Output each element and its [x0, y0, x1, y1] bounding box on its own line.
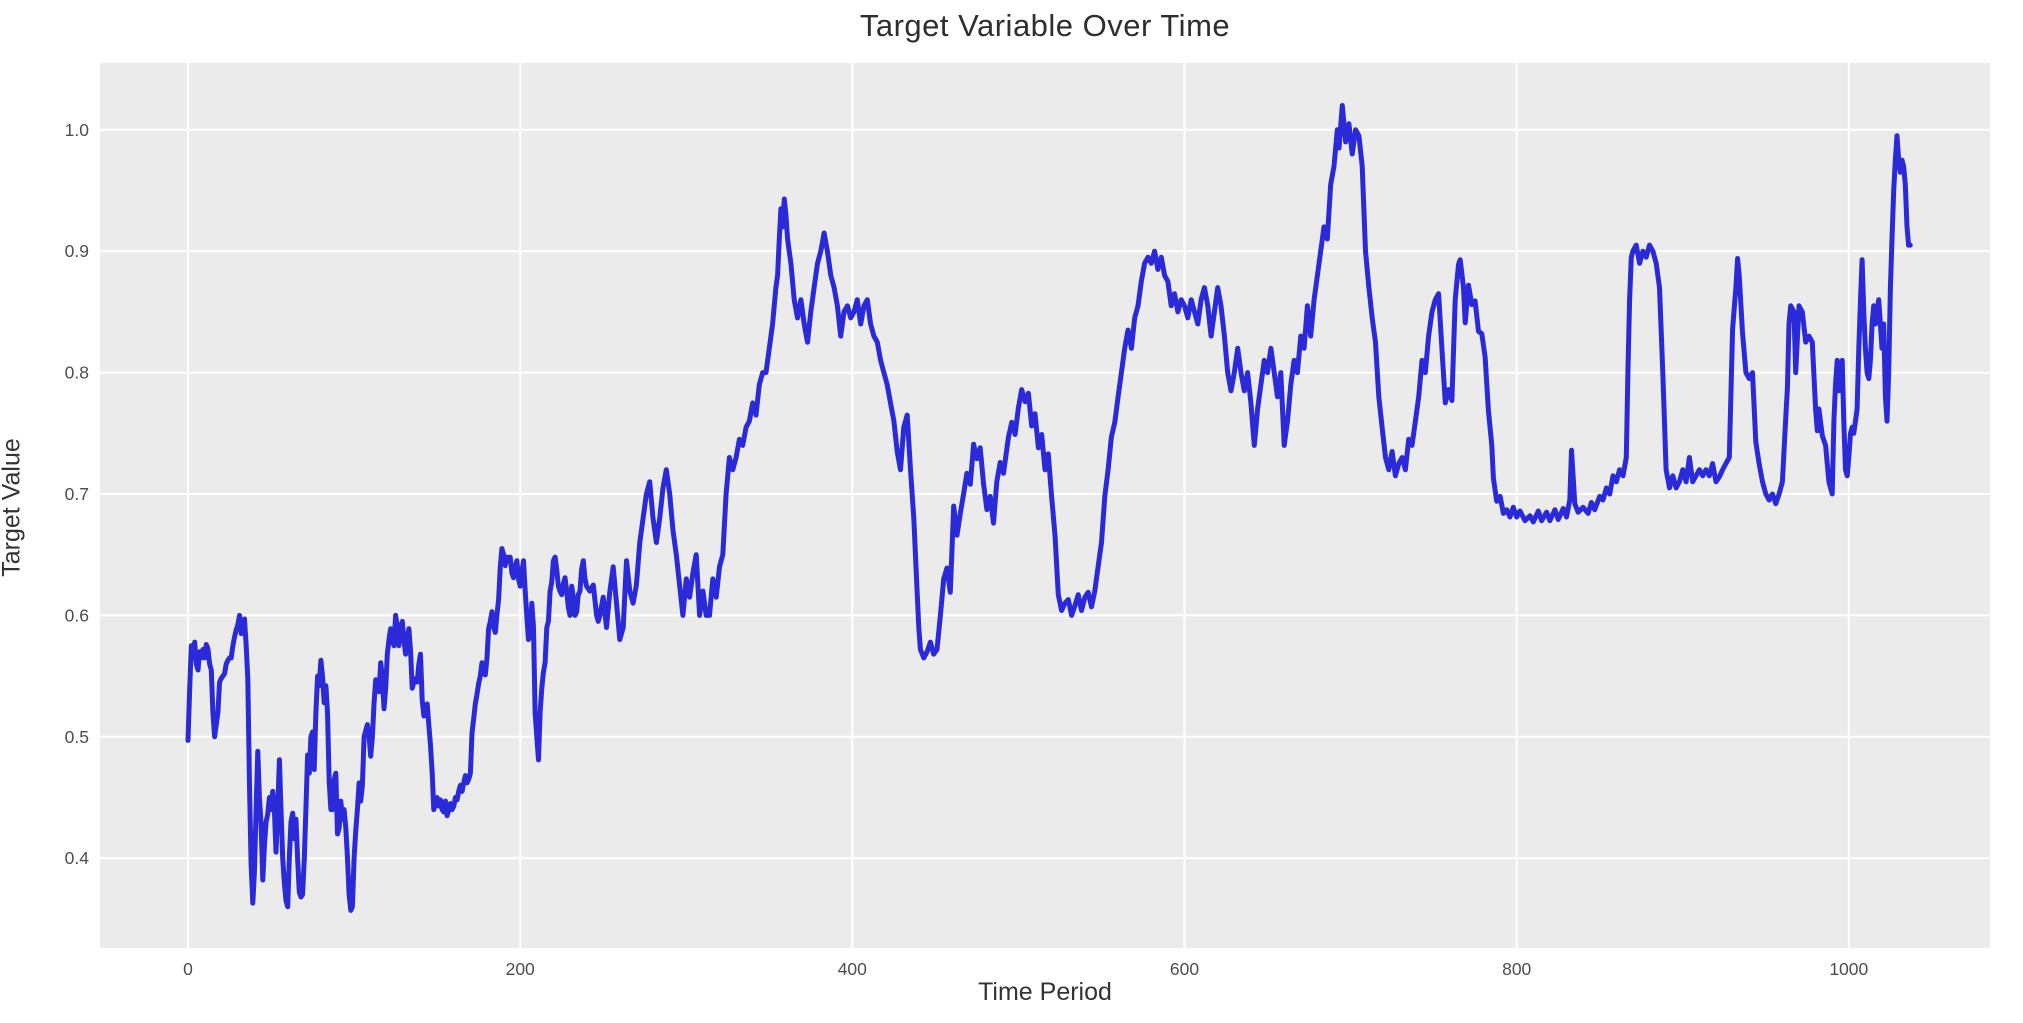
y-tick-label: 1.0: [65, 120, 90, 140]
x-tick-label: 400: [838, 959, 867, 979]
plot-area-bg: [100, 63, 1990, 948]
y-tick-label: 0.8: [65, 363, 89, 383]
x-tick-label: 600: [1170, 959, 1199, 979]
series-line: [185, 103, 1913, 913]
x-tick-label: 0: [183, 959, 193, 979]
y-axis-label: Target Value: [0, 438, 26, 577]
y-tick-label: 0.7: [65, 484, 89, 504]
y-tick-label: 0.5: [65, 727, 89, 747]
x-tick-label: 800: [1502, 959, 1531, 979]
y-tick-label: 0.9: [65, 241, 89, 261]
y-tick-label: 0.6: [65, 605, 89, 625]
y-tick-label: 0.4: [65, 848, 90, 868]
x-tick-label: 200: [506, 959, 535, 979]
x-axis-label: Time Period: [978, 978, 1112, 1006]
x-tick-label: 1000: [1829, 959, 1868, 979]
chart-title: Target Variable Over Time: [859, 8, 1231, 43]
